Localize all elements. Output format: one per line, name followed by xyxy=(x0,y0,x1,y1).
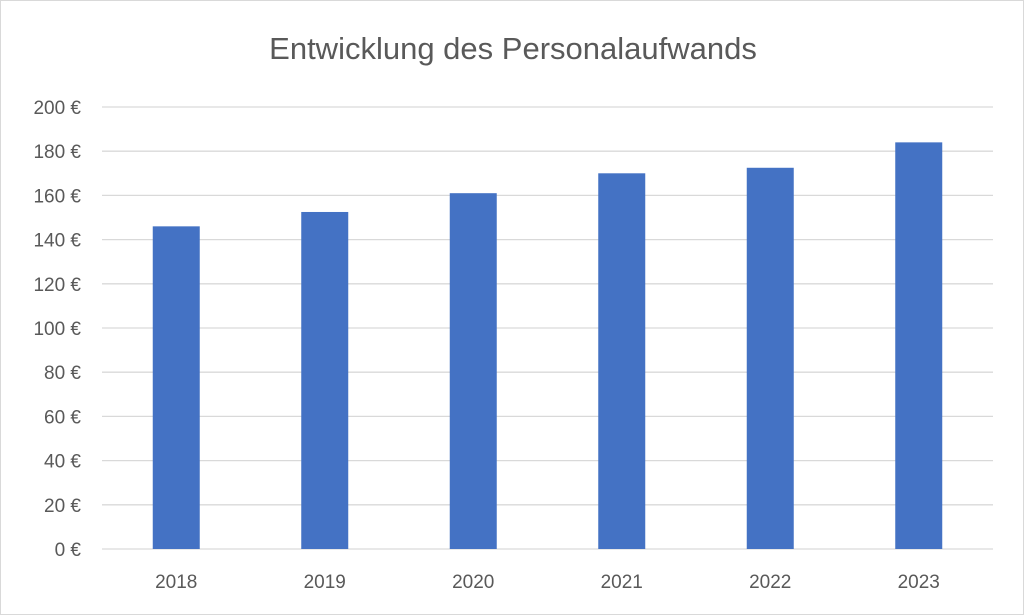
y-tick-label: 160 € xyxy=(33,186,81,207)
bar-2019 xyxy=(301,211,349,549)
x-tick-label: 2023 xyxy=(898,572,940,593)
x-tick-label: 2022 xyxy=(749,572,791,593)
bar-2018 xyxy=(152,226,200,549)
y-tick-label: 200 € xyxy=(33,98,81,119)
x-tick-label: 2020 xyxy=(452,572,494,593)
y-tick-label: 40 € xyxy=(44,452,81,473)
gridlines xyxy=(102,106,993,550)
y-tick-label: 60 € xyxy=(44,407,81,428)
bar-2023 xyxy=(895,142,943,550)
bar-2022 xyxy=(746,167,794,549)
bars xyxy=(152,142,943,550)
y-tick-label: 180 € xyxy=(33,142,81,163)
y-tick-label: 0 € xyxy=(55,540,82,561)
y-tick-label: 120 € xyxy=(33,275,81,296)
bar-2020 xyxy=(449,193,497,549)
y-axis-tick-labels: 0 € 20 € 40 € 60 € 80 € 100 € 120 € 140 € 160 € 1… xyxy=(33,98,81,561)
y-tick-label: 100 € xyxy=(33,319,81,340)
chart-title: Entwicklung des Personalaufwands xyxy=(269,31,757,66)
x-tick-label: 2019 xyxy=(304,572,346,593)
y-tick-label: 20 € xyxy=(44,496,81,517)
x-axis-tick-labels: 2018 2019 2020 2021 2022 2023 xyxy=(155,572,940,593)
x-tick-label: 2021 xyxy=(601,572,643,593)
bar-2021 xyxy=(598,173,646,550)
y-tick-label: 80 € xyxy=(44,363,81,384)
x-tick-label: 2018 xyxy=(155,572,197,593)
y-tick-label: 140 € xyxy=(33,231,81,252)
